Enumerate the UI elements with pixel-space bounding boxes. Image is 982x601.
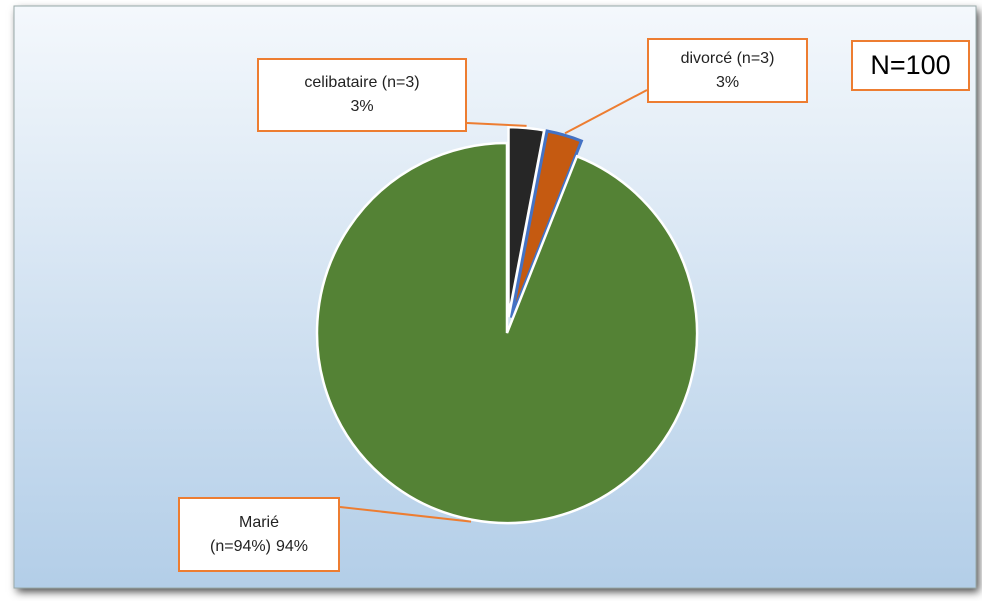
pie-slice (507, 125, 546, 318)
leader-line (466, 122, 527, 127)
data-label: celibataire (n=3) 3% (257, 58, 467, 132)
label-category: divorcé (n=3) (680, 49, 775, 67)
data-label: Marié (n=94%) 94% (178, 497, 340, 572)
annotation: N=100 (851, 40, 970, 91)
label-value: 3% (350, 98, 374, 115)
leader-line (339, 506, 472, 523)
label-category: celibataire (n=3) (304, 74, 420, 91)
pie-slice (315, 141, 699, 525)
pie-slice (509, 129, 584, 319)
label-value: 94% (275, 537, 308, 555)
label-value: 3% (715, 73, 740, 91)
data-label: divorcé (n=3) 3% (647, 38, 808, 103)
label-category: Marié (n=94%) 94% (210, 513, 308, 555)
leader-line (564, 89, 648, 135)
